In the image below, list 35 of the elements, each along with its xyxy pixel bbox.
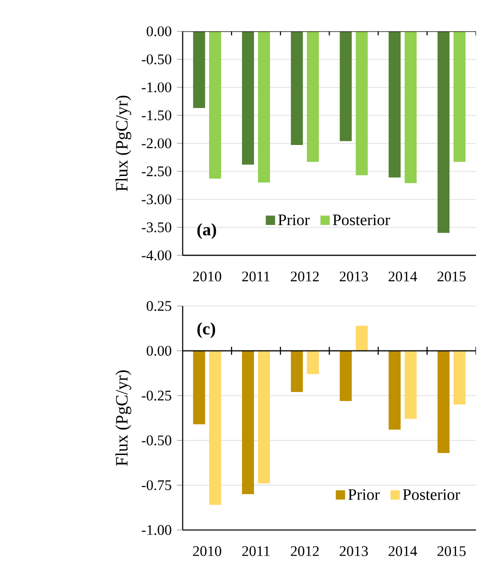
x-tick-label: 2013 <box>340 546 368 556</box>
legend-label: Posterior <box>402 489 460 500</box>
y-tick-label: -1.00 <box>142 525 172 535</box>
x-tick-label: 2013 <box>340 272 368 282</box>
legend-label: Posterior <box>332 214 390 226</box>
x-tick-label: 2014 <box>388 546 418 556</box>
y-tick-label: -0.50 <box>142 54 172 64</box>
x-tick-label: 2010 <box>193 272 222 282</box>
x-tick-label: 2012 <box>290 546 319 556</box>
annotation: (a) <box>197 223 216 239</box>
x-tick-label: 2010 <box>193 546 222 556</box>
y-tick-label: -1.00 <box>142 82 172 92</box>
y-tick-label: -0.50 <box>142 435 172 446</box>
y-tick-label: -4.00 <box>142 250 172 260</box>
y-tick-label: -2.50 <box>142 166 172 176</box>
y-tick-label: -0.25 <box>142 390 172 401</box>
legend-label: Prior <box>278 214 310 226</box>
y-tick-label: 0.00 <box>146 26 172 36</box>
y-tick-label: -3.50 <box>142 222 172 232</box>
y-tick-label: 0.00 <box>146 346 172 356</box>
y-axis-title: Flux (PgC/yr) <box>115 370 132 466</box>
y-tick-label: -1.50 <box>142 110 172 120</box>
x-tick-label: 2012 <box>290 272 319 282</box>
y-tick-label: -3.00 <box>142 194 172 204</box>
y-axis-title: Flux (PgC/yr) <box>115 96 132 192</box>
x-tick-label: 2015 <box>438 272 466 282</box>
x-tick-label: 2011 <box>242 272 270 282</box>
annotation: (c) <box>197 322 216 338</box>
x-tick-label: 2014 <box>388 272 418 282</box>
y-tick-label: 0.25 <box>146 301 172 311</box>
x-tick-label: 2015 <box>438 546 466 556</box>
y-tick-label: -2.00 <box>142 138 172 148</box>
legend-label: Prior <box>348 489 380 500</box>
x-tick-label: 2011 <box>242 546 270 556</box>
y-tick-label: -0.75 <box>142 480 172 490</box>
